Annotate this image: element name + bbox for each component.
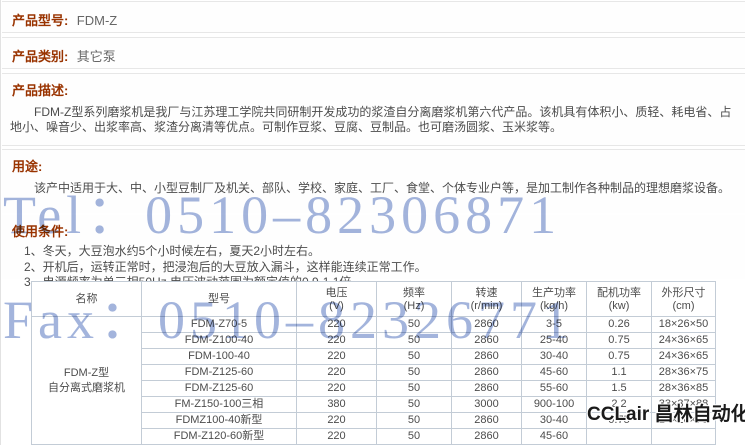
column-header-1: 名称	[31, 281, 142, 317]
spec-table-header-row: 名称 型号 电压 (V) 频率 (Hz) 转速 (r/min) 生产功率 (kg/h) 配机功率 (k…	[31, 281, 716, 317]
section-product-model: 产品型号: FDM-Z	[2, 1, 745, 33]
condition-item-2: 2、开机后，运转正常时，把浸泡后的大豆放入漏斗，这样能连续正常工作。	[24, 259, 427, 274]
cell: FDMZ100-40新型	[141, 412, 297, 429]
table-row: FM-Z150-100三相 380 50 3000 900-100 2.2 33×37×88	[32, 396, 716, 413]
cell: 55-60	[521, 380, 587, 397]
cell: 50	[376, 380, 452, 397]
cell: 24×36×65	[651, 332, 716, 349]
cell: FM-Z150-100三相	[141, 396, 297, 413]
cell: 0.75	[586, 412, 652, 429]
cell: 50	[376, 316, 452, 333]
cell: 220	[296, 316, 377, 333]
cell	[586, 428, 652, 445]
cell: 0.75	[586, 332, 652, 349]
spec-table: 名称 型号 电压 (V) 频率 (Hz) 转速 (r/min) 生产功率 (kg/h) 配机功率 (k…	[31, 281, 716, 445]
cell: 2860	[451, 428, 522, 445]
cell: 2860	[451, 364, 522, 381]
cell: FDM-Z70-5	[141, 316, 297, 333]
product-category-value: 其它泵	[76, 49, 116, 64]
group-name-cell: FDM-Z型 自分离式磨浆机	[31, 316, 142, 445]
section-usage: 用途: 该产中适用于大、中、小型豆制厂及机关、部队、学校、家庭、工厂、食堂、个体…	[2, 149, 745, 213]
conditions-label: 使用条件:	[12, 224, 69, 239]
cell: 2860	[451, 316, 522, 333]
column-header-5: 转速 (r/min)	[451, 281, 522, 317]
cell: 50	[376, 428, 452, 445]
section-product-category: 产品类别: 其它泵	[2, 37, 745, 69]
column-header-4: 频率 (Hz)	[376, 281, 452, 317]
cell: 1.1	[586, 364, 652, 381]
cell: 45-60	[521, 428, 587, 445]
usage-text: 该产中适用于大、中、小型豆制厂及机关、部队、学校、家庭、工厂、食堂、个体专业户等…	[34, 181, 731, 195]
column-header-2: 型号	[141, 281, 297, 317]
cell: FDM-Z120-60新型	[141, 428, 297, 445]
cell: 2.2	[586, 396, 652, 413]
table-row: FDM-Z125-60 220 50 2860 55-60 1.5 28×36×85	[32, 380, 716, 397]
cell: 50	[376, 396, 452, 413]
cell: 18×26×50	[651, 316, 716, 333]
cell: 2860	[451, 412, 522, 429]
section-conditions: 使用条件: 1、冬天，大豆泡水约5个小时候左右，夏天2小时左右。 2、开机后，运转…	[2, 215, 745, 289]
cell: 220	[296, 412, 377, 429]
column-header-8: 外形尺寸 (cm)	[651, 281, 716, 317]
cell: 220	[296, 428, 377, 445]
cell: 50	[376, 364, 452, 381]
column-header-6: 生产功率 (kg/h)	[521, 281, 587, 317]
cell: 2860	[451, 380, 522, 397]
cell: FDM-Z125-60	[141, 380, 297, 397]
cell: FDM-Z125-60	[141, 364, 297, 381]
cell: FDM-100-40	[141, 348, 297, 365]
table-row: FDM-100-40 220 50 2860 30-40 0.75 24×36×65	[32, 348, 716, 365]
cell: 24×26×75	[651, 412, 716, 429]
cell: 220	[296, 380, 377, 397]
product-description-text: FDM-Z型系列磨浆机是我厂与江苏理工学院共同研制开发成功的浆渣自分离磨浆机第六…	[10, 105, 732, 134]
table-row: FDM-Z125-60 220 50 2860 45-60 1.1 28×36×75	[32, 364, 716, 381]
table-row: FDM-Z型 自分离式磨浆机 FDM-Z70-5 220 50 2860 3-5 0.26 18…	[31, 316, 716, 445]
cell: 1.5	[586, 380, 652, 397]
cell: 25-40	[521, 332, 587, 349]
condition-item-1: 1、冬天，大豆泡水约5个小时候左右，夏天2小时左右。	[24, 244, 321, 258]
section-product-description: 产品描述: FDM-Z型系列磨浆机是我厂与江苏理工学院共同研制开发成功的浆渣自分…	[2, 73, 745, 146]
cell: 30-40	[521, 348, 587, 365]
product-model-label: 产品型号:	[12, 13, 69, 28]
column-header-3: 电压 (V)	[296, 281, 377, 317]
cell: 50	[376, 348, 452, 365]
cell: 0.26	[586, 316, 652, 333]
cell: 220	[296, 364, 377, 381]
cell: 33×37×88	[651, 396, 716, 413]
usage-label: 用途:	[12, 159, 43, 174]
cell: 50	[376, 332, 452, 349]
cell: 3000	[451, 396, 522, 413]
column-header-7: 配机功率 (kw)	[586, 281, 652, 317]
cell: 24×36×65	[651, 348, 716, 365]
cell: 2860	[451, 348, 522, 365]
cell: 220	[296, 348, 377, 365]
cell: 45-60	[521, 364, 587, 381]
cell: 28×36×75	[651, 364, 716, 381]
product-category-label: 产品类别:	[12, 49, 69, 64]
product-model-value: FDM-Z	[76, 13, 118, 28]
cell	[651, 428, 716, 445]
cell: 0.75	[586, 348, 652, 365]
cell: 50	[376, 412, 452, 429]
cell: 2860	[451, 332, 522, 349]
spec-table-body: FDM-Z型 自分离式磨浆机 FDM-Z70-5 220 50 2860 3-5 0.26 18…	[31, 316, 716, 445]
cell: FDM-Z100-40	[141, 332, 297, 349]
cell: 220	[296, 332, 377, 349]
cell: 3-5	[521, 316, 587, 333]
table-row: FDM-Z120-60新型 220 50 2860 45-60	[32, 428, 716, 445]
table-row: FDM-Z100-40 220 50 2860 25-40 0.75 24×36×65	[32, 332, 716, 349]
cell: 900-100	[521, 396, 587, 413]
product-description-label: 产品描述:	[12, 83, 69, 98]
cell: 30-40	[521, 412, 587, 429]
cell: 28×36×85	[651, 380, 716, 397]
cell: 380	[296, 396, 377, 413]
